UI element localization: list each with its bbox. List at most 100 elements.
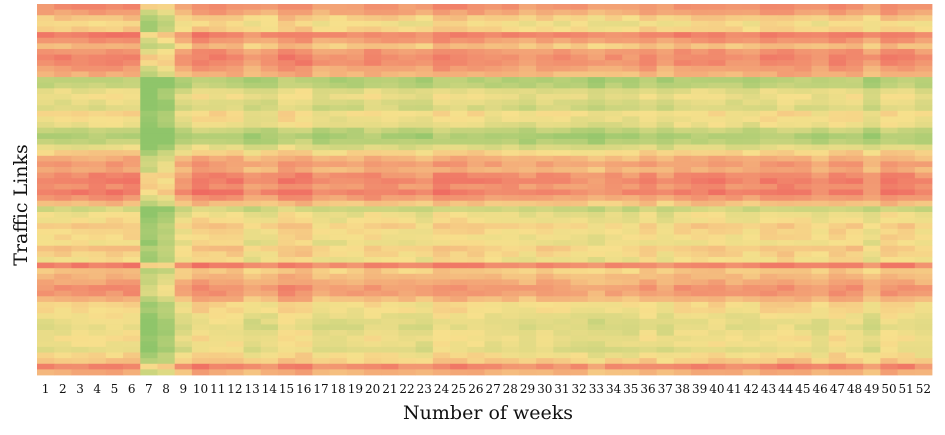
heatmap-cell bbox=[880, 26, 898, 33]
heatmap-cell bbox=[518, 110, 537, 117]
heatmap-cell bbox=[191, 155, 210, 162]
heatmap-cell bbox=[71, 251, 90, 258]
heatmap-cell bbox=[880, 172, 898, 179]
heatmap-cell bbox=[174, 144, 193, 151]
heatmap-cell bbox=[243, 313, 262, 320]
heatmap-cell bbox=[794, 32, 812, 39]
heatmap-cell bbox=[639, 20, 658, 27]
heatmap-cell bbox=[88, 335, 107, 342]
heatmap-cell bbox=[656, 195, 675, 202]
heatmap-cell bbox=[501, 105, 520, 112]
heatmap-cell bbox=[364, 20, 382, 27]
heatmap-cell bbox=[71, 155, 90, 162]
heatmap-cell bbox=[536, 223, 554, 230]
heatmap-cell bbox=[845, 71, 864, 78]
heatmap-cell bbox=[209, 37, 227, 44]
heatmap-cell bbox=[811, 240, 830, 247]
heatmap-cell bbox=[828, 9, 847, 16]
heatmap-cell bbox=[777, 307, 795, 314]
heatmap-cell bbox=[295, 240, 313, 247]
x-tick-label: 32 bbox=[572, 382, 587, 396]
heatmap-cell bbox=[88, 290, 107, 297]
heatmap-cell bbox=[536, 346, 554, 353]
heatmap-cell bbox=[260, 251, 279, 258]
heatmap-cell bbox=[381, 26, 399, 33]
heatmap-cell bbox=[105, 228, 124, 235]
heatmap-cell bbox=[329, 273, 348, 280]
heatmap-cell bbox=[415, 37, 434, 44]
heatmap-cell bbox=[828, 189, 847, 196]
heatmap-cell bbox=[639, 285, 658, 292]
heatmap-cell bbox=[157, 37, 176, 44]
heatmap-cell bbox=[691, 167, 709, 174]
heatmap-cell bbox=[673, 178, 692, 185]
heatmap-cell bbox=[501, 127, 520, 134]
heatmap-cell bbox=[897, 138, 916, 145]
heatmap-cell bbox=[880, 110, 898, 117]
heatmap-cell bbox=[759, 200, 778, 207]
heatmap-cell bbox=[364, 26, 382, 33]
heatmap-cell bbox=[639, 296, 658, 303]
heatmap-cell bbox=[759, 178, 778, 185]
heatmap-cell bbox=[346, 346, 365, 353]
heatmap-cell bbox=[381, 116, 399, 123]
heatmap-cell bbox=[88, 330, 107, 337]
heatmap-cell bbox=[226, 150, 244, 157]
heatmap-cell bbox=[604, 183, 623, 190]
heatmap-cell bbox=[226, 290, 244, 297]
heatmap-cell bbox=[88, 313, 107, 320]
heatmap-cell bbox=[364, 183, 382, 190]
heatmap-cell bbox=[691, 352, 709, 359]
x-tick-label: 1 bbox=[42, 382, 50, 396]
heatmap-cell bbox=[880, 223, 898, 230]
heatmap-cell bbox=[226, 48, 244, 55]
heatmap-cell bbox=[123, 352, 141, 359]
heatmap-cell bbox=[381, 54, 399, 61]
heatmap-cell bbox=[536, 189, 554, 196]
heatmap-cell bbox=[398, 324, 417, 331]
heatmap-cell bbox=[346, 77, 365, 84]
heatmap-cell bbox=[346, 178, 365, 185]
heatmap-cell bbox=[364, 77, 382, 84]
heatmap-cell bbox=[897, 358, 916, 365]
heatmap-cell bbox=[708, 4, 726, 11]
heatmap-cell bbox=[381, 77, 399, 84]
heatmap-cell bbox=[346, 358, 365, 365]
heatmap-cell bbox=[759, 77, 778, 84]
heatmap-cell bbox=[467, 307, 485, 314]
heatmap-cell bbox=[777, 346, 795, 353]
heatmap-cell bbox=[209, 195, 227, 202]
heatmap-cell bbox=[484, 256, 503, 263]
heatmap-cell bbox=[398, 43, 417, 50]
heatmap-cell bbox=[191, 20, 210, 27]
heatmap-cell bbox=[260, 71, 279, 78]
heatmap-cell bbox=[260, 301, 279, 308]
heatmap-cell bbox=[381, 245, 399, 252]
heatmap-cell bbox=[105, 60, 124, 67]
heatmap-cell bbox=[863, 262, 881, 269]
heatmap-cell bbox=[691, 279, 709, 286]
heatmap-cell bbox=[157, 335, 176, 342]
heatmap-cell bbox=[828, 65, 847, 72]
heatmap-cell bbox=[639, 161, 658, 168]
heatmap-cell bbox=[37, 172, 55, 179]
heatmap-cell bbox=[742, 178, 761, 185]
heatmap-cell bbox=[398, 144, 417, 151]
heatmap-cell bbox=[828, 363, 847, 370]
heatmap-cell bbox=[329, 167, 348, 174]
heatmap-cell bbox=[639, 200, 658, 207]
heatmap-cell bbox=[691, 116, 709, 123]
heatmap-cell bbox=[794, 172, 812, 179]
heatmap-cell bbox=[329, 26, 348, 33]
heatmap-cell bbox=[811, 99, 830, 106]
heatmap-cell bbox=[398, 9, 417, 16]
heatmap-cell bbox=[742, 273, 761, 280]
heatmap-cell bbox=[243, 150, 262, 157]
heatmap-cell bbox=[312, 268, 330, 275]
heatmap-cell bbox=[725, 93, 744, 100]
x-tick-label: 9 bbox=[179, 382, 187, 396]
heatmap-cell bbox=[811, 262, 830, 269]
heatmap-cell bbox=[260, 346, 279, 353]
heatmap-cell bbox=[518, 161, 537, 168]
heatmap-cell bbox=[415, 116, 434, 123]
